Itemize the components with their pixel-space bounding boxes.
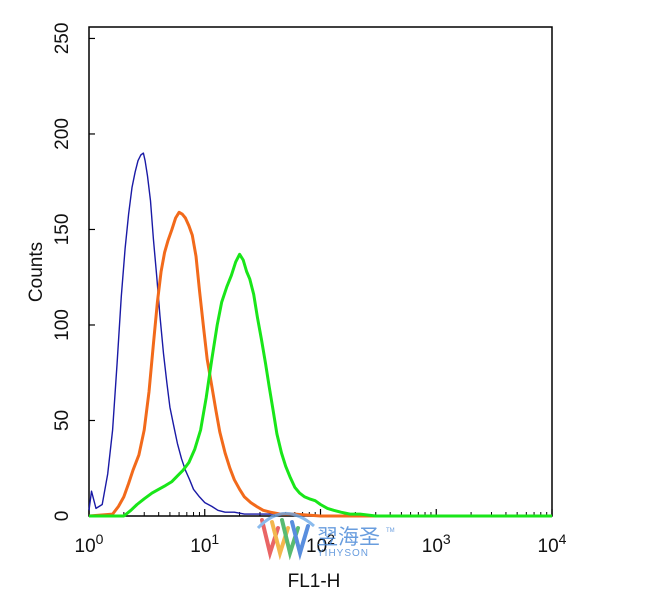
y-axis-ticks: 0 50 100 150 200 250 [52,23,95,522]
series-line-1 [88,152,552,517]
y-axis-title: Counts [26,242,47,302]
x-axis-title: FL1-H [288,571,341,592]
x-tick-label: 101 [190,531,219,557]
x-tick-label: 100 [75,531,104,557]
series-line-2 [88,210,552,518]
histogram-series [88,152,552,518]
x-axis-ticks: 100 101 102 103 104 [75,509,567,557]
watermark-en-text: YIHYSON [317,548,369,559]
y-tick-label: 250 [52,23,73,55]
y-tick-label: 50 [52,410,73,431]
x-tick-label: 102 [306,531,335,557]
y-tick-label: 100 [52,309,73,341]
y-tick-label: 200 [52,118,73,150]
y-tick-label: 150 [52,214,73,246]
watermark-cn-text: 翌海圣 [317,526,380,549]
plot-frame [88,26,553,517]
watermark-tm: TM [386,528,395,534]
watermark-emblem [256,512,315,561]
y-tick-label: 0 [52,511,73,522]
series-line-3 [89,252,552,518]
x-tick-label: 103 [422,531,451,557]
watermark-logo: 翌海圣 TM YIHYSON [256,512,395,561]
x-tick-label: 104 [538,531,567,557]
